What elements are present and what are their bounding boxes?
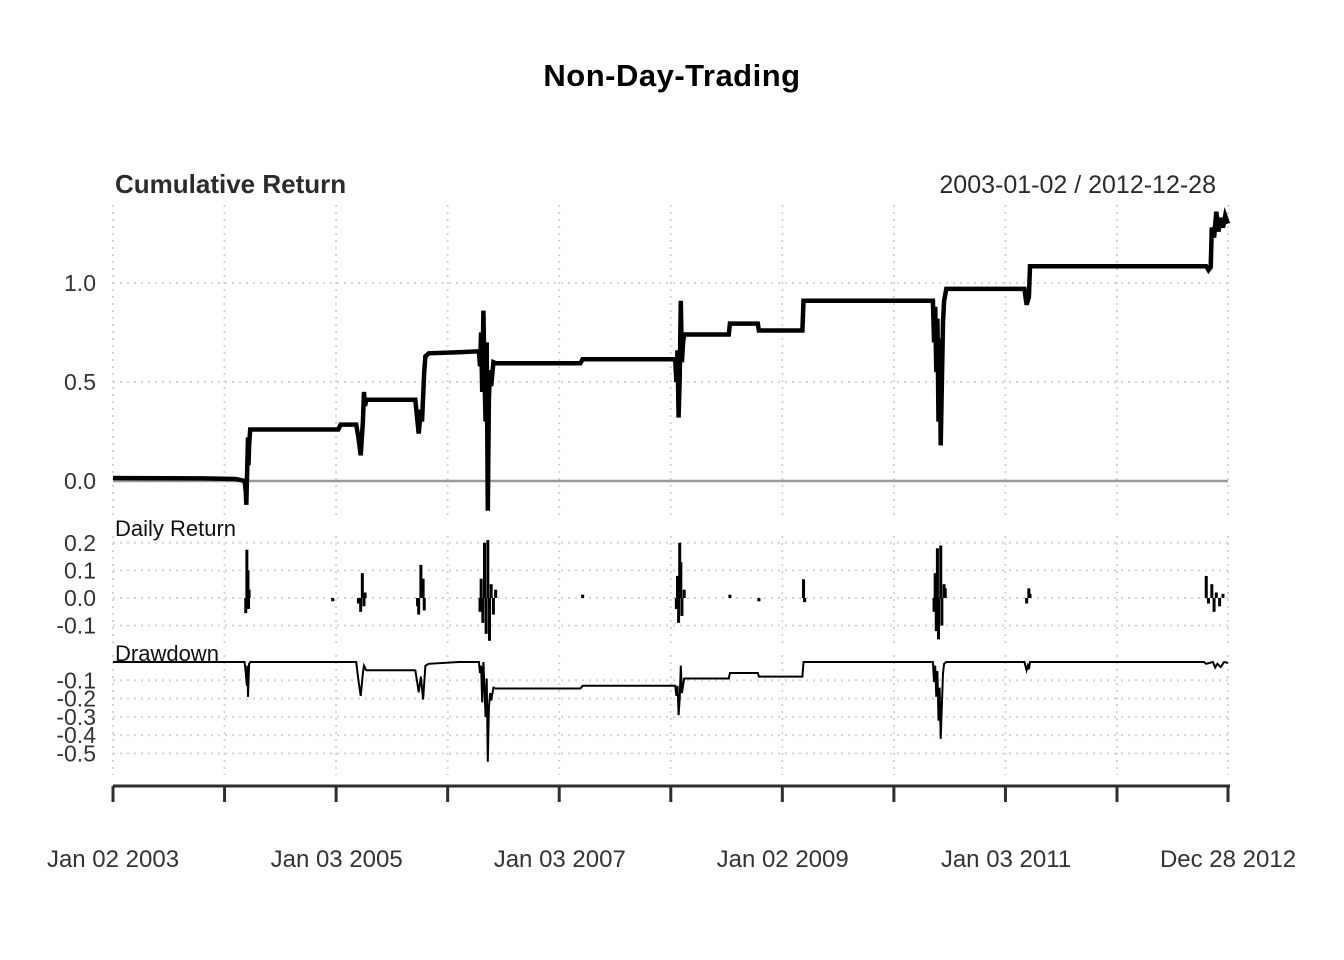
y-tick-label: -0.4 [56,722,96,748]
cumulative-return-series-line [112,207,1231,511]
y-tick-label: 0.0 [64,468,96,494]
y-tick-label: 0.2 [64,530,96,556]
x-tick-label: Dec 28 2012 [1160,846,1296,873]
x-tick-label: Jan 03 2005 [271,846,403,873]
y-tick-label: 1.0 [64,270,96,296]
y-tick-label: 0.5 [64,369,96,395]
x-tick-label: Jan 03 2011 [941,846,1071,873]
y-tick-label: -0.2 [56,686,96,712]
y-tick-label: 0.0 [64,585,96,611]
y-tick-label: -0.1 [56,613,96,639]
y-tick-label: -0.3 [56,704,96,730]
y-tick-label: -0.5 [56,741,96,767]
chart-title: Non-Day-Trading [543,58,801,93]
date-range-label: 2003-01-02 / 2012-12-28 [939,171,1216,199]
x-tick-label: Jan 03 2007 [494,846,626,873]
drawdown-series-line [113,660,1229,762]
cumulative-return-panel-label: Cumulative Return [115,169,347,199]
y-tick-label: -0.1 [56,667,96,693]
y-tick-label: 0.1 [64,557,96,583]
daily-return-panel-label: Daily Return [115,516,237,541]
drawdown-panel-label: Drawdown [115,641,219,666]
x-tick-label: Jan 02 2009 [717,846,849,873]
x-tick-label: Jan 02 2003 [47,846,179,873]
